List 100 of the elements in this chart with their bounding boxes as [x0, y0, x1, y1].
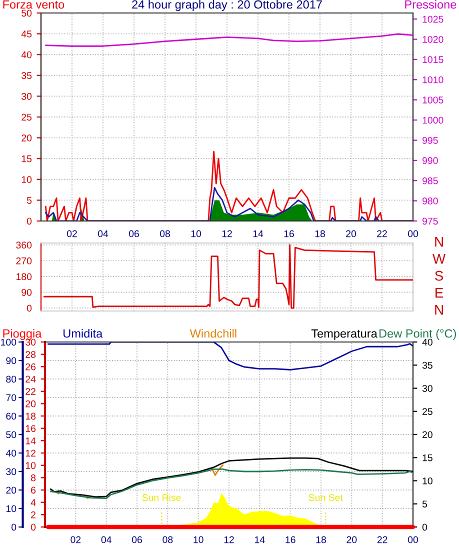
y3-tick-label: 16	[26, 425, 36, 432]
y-tick-label: 10	[6, 505, 16, 512]
x-tick-label: 04	[98, 230, 108, 238]
x-tick-label: 10	[191, 230, 202, 238]
y2-tick-label: 10	[422, 477, 432, 484]
text: S	[435, 270, 444, 281]
y2-tick-label: 1020	[422, 36, 444, 43]
y-tick-label: 90	[22, 288, 32, 296]
y-tick-label: 20	[22, 134, 32, 142]
x-tick-label: 06	[132, 536, 142, 544]
x-tick-label: 16	[284, 230, 294, 238]
y-tick-label: 30	[22, 92, 32, 100]
y2-tick-label: 1010	[422, 76, 444, 84]
y2-tick-label: 975	[422, 218, 438, 225]
y-tick-label: 0	[26, 218, 32, 225]
x-tick-label: 22	[377, 536, 388, 544]
y-tick-label: 360	[16, 242, 32, 249]
y2-tick-label: 980	[422, 198, 438, 204]
text: Windchill	[190, 328, 236, 338]
text: N	[435, 305, 443, 315]
y2-tick-label: 5	[422, 500, 428, 508]
text: Temperatura	[311, 329, 378, 340]
y-tick-label: 80	[6, 376, 16, 383]
x-tick-label: 16	[286, 536, 296, 544]
y2-tick-label: 15	[422, 454, 432, 462]
y2-tick-label: 30	[422, 384, 432, 392]
ref-line-label: Sun Set	[308, 494, 343, 502]
y2-tick-label: 990	[422, 157, 438, 164]
y2-tick-label: 25	[422, 408, 432, 415]
y3-tick-label: 2	[31, 511, 36, 518]
ref-line-label: Sun Rise	[142, 494, 181, 502]
y3-tick-label: 14	[26, 438, 36, 444]
x-tick-label: 18	[316, 536, 326, 544]
y3-tick-label: 24	[26, 376, 36, 383]
y3-tick-label: 12	[26, 450, 36, 457]
text: Pressione	[405, 0, 456, 9]
text: Dew Point (°C)	[379, 328, 456, 340]
y3-tick-label: 6	[31, 486, 36, 494]
y-tick-label: 20	[6, 486, 16, 494]
chart-title: 24 hour graph day : 20 Ottobre 2017	[132, 0, 322, 11]
text: E	[436, 288, 444, 298]
y2-tick-label: 995	[422, 136, 438, 144]
x-tick-label: 18	[315, 230, 325, 238]
x-tick-label: 02	[70, 536, 81, 544]
y-tick-label: 0	[26, 304, 32, 312]
y2-tick-label: 1000	[422, 116, 444, 124]
x-tick-label: 08	[162, 536, 173, 544]
x-tick-label: 22	[377, 230, 387, 238]
y3-tick-label: 22	[26, 388, 36, 395]
y-tick-label: 70	[6, 394, 16, 402]
y3-tick-label: 4	[30, 499, 36, 506]
x-tick-label: 08	[160, 230, 170, 238]
y-tick-label: 25	[22, 114, 32, 121]
x-tick-label: 06	[128, 230, 139, 238]
text: Forza vento	[3, 0, 64, 9]
line-series	[50, 468, 413, 500]
y-tick-label: 5	[26, 197, 32, 204]
text: Pioggia	[3, 328, 42, 340]
x-tick-label: 04	[101, 536, 112, 544]
y3-tick-label: 26	[26, 363, 36, 370]
y2-tick-label: 1015	[422, 56, 444, 64]
y-tick-label: 60	[6, 412, 16, 420]
y-tick-label: 50	[6, 431, 16, 438]
line-series	[43, 244, 413, 309]
x-tick-label: 12	[222, 230, 232, 238]
y3-tick-label: 28	[26, 351, 36, 358]
y-tick-label: 0	[12, 524, 16, 531]
y-tick-label: 90	[6, 357, 16, 364]
y2-tick-label: 1025	[422, 16, 444, 23]
x-tick-label: 14	[255, 536, 265, 544]
y-tick-label: 100	[1, 338, 16, 346]
y-tick-label: 35	[22, 72, 32, 80]
x-tick-label: 12	[224, 536, 234, 544]
text: N	[435, 237, 443, 247]
y-tick-label: 40	[21, 51, 32, 58]
y-tick-label: 15	[22, 155, 32, 162]
series-label: Umidita	[64, 328, 103, 338]
y2-tick-label: 40	[422, 338, 432, 346]
y-tick-label: 180	[16, 273, 32, 280]
y2-tick-label: 35	[422, 362, 432, 369]
y-tick-label: 30	[6, 468, 16, 476]
x-tick-label: 00	[408, 536, 418, 544]
y2-tick-label: 0	[422, 524, 428, 531]
y2-tick-label: 985	[422, 177, 438, 184]
x-tick-label: 20	[346, 536, 357, 544]
x-tick-label: 20	[346, 230, 356, 238]
x-tick-label: 10	[194, 536, 204, 544]
y2-tick-label: 1005	[422, 96, 444, 104]
x-tick-label: 02	[66, 230, 77, 238]
y-tick-label: 10	[22, 176, 32, 184]
x-tick-label: 00	[408, 230, 418, 238]
y3-tick-label: 8	[30, 474, 36, 482]
y3-tick-label: 18	[26, 412, 36, 420]
x-tick-label: 14	[253, 230, 264, 238]
text: W	[432, 254, 446, 264]
y-tick-label: 50	[22, 10, 32, 17]
y-tick-label: 45	[21, 30, 32, 38]
y-tick-label: 40	[6, 450, 16, 457]
y2-tick-label: 20	[422, 431, 432, 438]
y-tick-label: 270	[16, 257, 32, 264]
